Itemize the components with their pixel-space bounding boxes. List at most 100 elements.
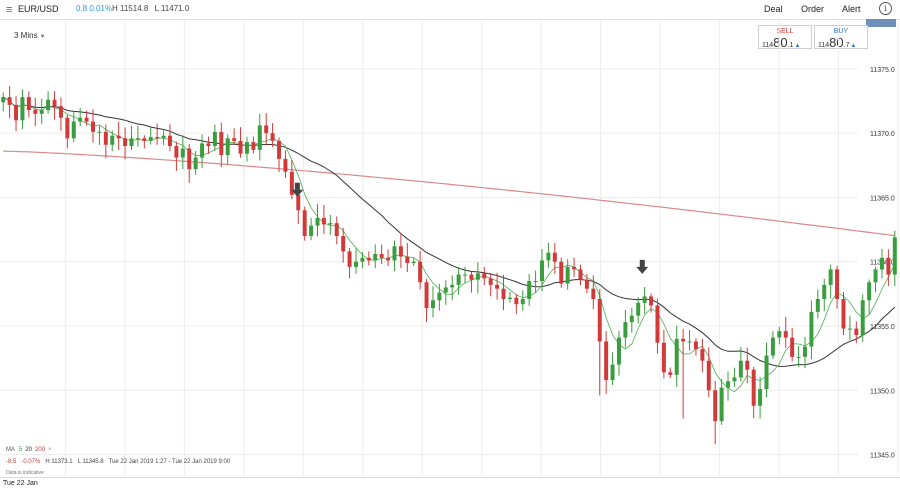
- candle-body[interactable]: [841, 299, 846, 329]
- candle-body[interactable]: [450, 284, 455, 288]
- buy-price-button[interactable]: BUY 11480.7▲: [814, 25, 868, 50]
- candle-body[interactable]: [257, 125, 262, 150]
- candle-body[interactable]: [251, 142, 256, 150]
- candle-body[interactable]: [565, 266, 570, 284]
- candle-body[interactable]: [238, 140, 243, 154]
- candle-body[interactable]: [91, 121, 95, 132]
- candle-body[interactable]: [366, 257, 371, 261]
- candle-body[interactable]: [815, 299, 820, 312]
- candle-body[interactable]: [777, 331, 782, 338]
- candle-body[interactable]: [135, 138, 140, 140]
- deal-button[interactable]: Deal: [764, 4, 783, 14]
- candle-body[interactable]: [482, 273, 487, 279]
- candle-body[interactable]: [386, 257, 391, 261]
- candle-body[interactable]: [309, 225, 314, 236]
- candle-body[interactable]: [514, 297, 519, 305]
- instrument-symbol[interactable]: EUR/USD: [18, 4, 59, 14]
- candle-body[interactable]: [341, 236, 346, 252]
- timeframe-selector[interactable]: 3 Mins ▼: [14, 31, 46, 40]
- candle-body[interactable]: [552, 252, 557, 262]
- candle-body[interactable]: [796, 356, 801, 358]
- candle-body[interactable]: [46, 99, 51, 110]
- candle-body[interactable]: [475, 273, 480, 280]
- candle-body[interactable]: [123, 138, 128, 146]
- price-chart[interactable]: 11375.011370.011365.011360.011355.011350…: [0, 20, 900, 477]
- candle-body[interactable]: [206, 143, 211, 146]
- candle-body[interactable]: [347, 251, 352, 267]
- candle-body[interactable]: [14, 104, 19, 121]
- candle-body[interactable]: [591, 288, 596, 299]
- candle-body[interactable]: [655, 305, 660, 343]
- candle-body[interactable]: [328, 223, 333, 225]
- candle-body[interactable]: [540, 260, 544, 281]
- panel-close-tab[interactable]: [866, 19, 896, 27]
- candle-body[interactable]: [642, 296, 647, 303]
- sell-price-button[interactable]: SELL 11480.1▲: [758, 25, 812, 50]
- alert-button[interactable]: Alert: [842, 4, 861, 14]
- candle-body[interactable]: [770, 337, 775, 356]
- candle-body[interactable]: [533, 281, 538, 282]
- candle-body[interactable]: [277, 140, 282, 159]
- candle-body[interactable]: [20, 97, 25, 121]
- candle-body[interactable]: [706, 360, 711, 391]
- candle-body[interactable]: [572, 266, 577, 270]
- candle-body[interactable]: [174, 146, 179, 158]
- candle-body[interactable]: [854, 328, 859, 335]
- candle-body[interactable]: [732, 377, 737, 382]
- candle-body[interactable]: [200, 143, 205, 158]
- candle-body[interactable]: [520, 299, 525, 305]
- candle-body[interactable]: [803, 346, 807, 357]
- candle-body[interactable]: [860, 300, 865, 335]
- candle-body[interactable]: [193, 157, 198, 170]
- candle-body[interactable]: [546, 252, 551, 261]
- candle-body[interactable]: [527, 281, 532, 299]
- candle-body[interactable]: [687, 341, 692, 343]
- candle-body[interactable]: [142, 138, 147, 141]
- candle-body[interactable]: [430, 300, 435, 308]
- candle-body[interactable]: [790, 337, 795, 357]
- candle-body[interactable]: [167, 135, 172, 146]
- candle-body[interactable]: [155, 137, 160, 139]
- candle-body[interactable]: [52, 99, 57, 107]
- candle-body[interactable]: [597, 299, 602, 342]
- candle-body[interactable]: [33, 110, 38, 114]
- candle-body[interactable]: [360, 257, 365, 262]
- candle-body[interactable]: [873, 269, 878, 283]
- candle-body[interactable]: [443, 287, 448, 293]
- candle-body[interactable]: [700, 349, 705, 361]
- candle-body[interactable]: [398, 246, 403, 257]
- candle-body[interactable]: [488, 278, 493, 285]
- candle-body[interactable]: [321, 218, 326, 225]
- candle-body[interactable]: [161, 135, 166, 139]
- candle-body[interactable]: [495, 284, 500, 289]
- candle-body[interactable]: [296, 194, 301, 211]
- candle-body[interactable]: [418, 261, 423, 283]
- order-button[interactable]: Order: [801, 4, 825, 14]
- candle-body[interactable]: [180, 148, 185, 158]
- candle-body[interactable]: [616, 337, 621, 365]
- candle-body[interactable]: [828, 269, 833, 285]
- candle-body[interactable]: [39, 110, 44, 114]
- candle-body[interactable]: [783, 331, 788, 338]
- candle-body[interactable]: [315, 218, 320, 226]
- ma200-label[interactable]: 200: [35, 447, 46, 453]
- candle-body[interactable]: [693, 341, 698, 350]
- candle-body[interactable]: [668, 372, 673, 375]
- ma5-label[interactable]: 5: [19, 447, 23, 453]
- candle-body[interactable]: [758, 389, 763, 406]
- candle-body[interactable]: [610, 364, 615, 380]
- candle-body[interactable]: [270, 133, 275, 141]
- candle-body[interactable]: [334, 223, 339, 236]
- candle-body[interactable]: [7, 97, 12, 105]
- candle-body[interactable]: [283, 158, 288, 172]
- candle-body[interactable]: [78, 117, 83, 122]
- candle-body[interactable]: [219, 131, 224, 155]
- candle-body[interactable]: [225, 138, 230, 155]
- candle-body[interactable]: [629, 315, 634, 323]
- candle-body[interactable]: [584, 279, 589, 289]
- candle-body[interactable]: [604, 341, 609, 380]
- candle-body[interactable]: [392, 246, 397, 261]
- candle-body[interactable]: [456, 274, 461, 285]
- candle-body[interactable]: [751, 369, 756, 406]
- candle-body[interactable]: [867, 282, 872, 301]
